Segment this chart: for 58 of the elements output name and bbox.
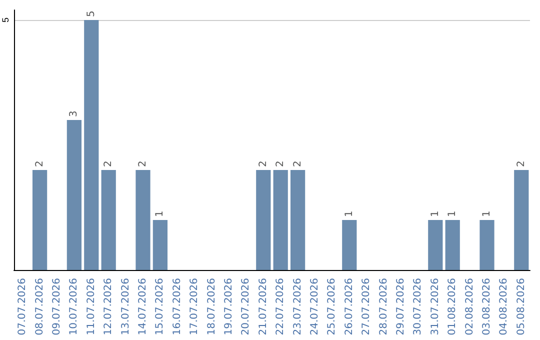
x-tick-label: 27.07.2026	[361, 278, 372, 336]
bar	[136, 170, 150, 270]
x-tick-label: 30.07.2026	[412, 278, 424, 336]
x-tick-label: 28.07.2026	[378, 278, 390, 336]
x-tick-label: 01.08.2026	[447, 278, 458, 336]
bar	[342, 220, 357, 270]
x-tick-label: 26.07.2026	[344, 278, 355, 336]
x-tick-label: 07.07.2026	[17, 278, 28, 336]
data-label: 5	[86, 10, 97, 17]
bar	[290, 170, 306, 270]
data-label: 2	[34, 160, 46, 167]
x-tick-label: 15.07.2026	[154, 278, 166, 336]
x-tick-label: 08.07.2026	[34, 278, 46, 336]
data-label: 1	[447, 210, 458, 217]
x-tick-label: 25.07.2026	[326, 278, 338, 336]
x-tick-label: 18.07.2026	[206, 278, 218, 336]
x-tick-label: 12.07.2026	[103, 278, 114, 336]
bar	[84, 20, 99, 270]
bar	[514, 170, 529, 270]
x-tick-label: 04.08.2026	[498, 278, 510, 336]
x-tick-label: 09.07.2026	[52, 278, 62, 336]
x-tick-label: 05.08.2026	[516, 278, 527, 336]
bar	[273, 170, 288, 270]
data-label: 1	[344, 210, 355, 217]
data-label: 2	[275, 160, 286, 167]
x-tick-label: 02.08.2026	[464, 278, 476, 336]
data-label: 2	[258, 160, 269, 167]
x-tick-label: 14.07.2026	[138, 278, 148, 336]
x-tick-label: 13.07.2026	[120, 278, 132, 336]
x-tick-label: 22.07.2026	[275, 278, 286, 336]
x-tick-label: 17.07.2026	[189, 278, 200, 336]
x-tick-label: 16.07.2026	[172, 278, 183, 336]
bar	[428, 220, 443, 270]
x-tick-label: 19.07.2026	[224, 278, 234, 336]
data-label: 2	[516, 160, 527, 167]
bar	[32, 170, 48, 270]
data-label: 2	[138, 160, 148, 167]
x-tick-label: 24.07.2026	[310, 278, 320, 336]
x-tick-label: 03.08.2026	[482, 278, 492, 336]
x-tick-label: 29.07.2026	[396, 278, 406, 336]
data-label: 2	[292, 160, 304, 167]
data-label: 1	[154, 210, 166, 217]
x-tick-label: 11.07.2026	[86, 278, 97, 336]
data-label: 1	[482, 210, 492, 217]
bar	[256, 170, 271, 270]
data-label: 2	[103, 160, 114, 167]
x-tick-label: 31.07.2026	[430, 278, 441, 336]
bar	[445, 220, 460, 270]
bar	[101, 170, 116, 270]
x-tick-label: 20.07.2026	[240, 278, 252, 336]
data-label: 3	[68, 110, 80, 117]
bar	[480, 220, 494, 270]
x-tick-label: 10.07.2026	[68, 278, 80, 336]
x-tick-label: 23.07.2026	[292, 278, 304, 336]
bar	[66, 120, 82, 270]
bar	[152, 220, 168, 270]
data-label: 1	[430, 210, 441, 217]
x-tick-label: 21.07.2026	[258, 278, 269, 336]
